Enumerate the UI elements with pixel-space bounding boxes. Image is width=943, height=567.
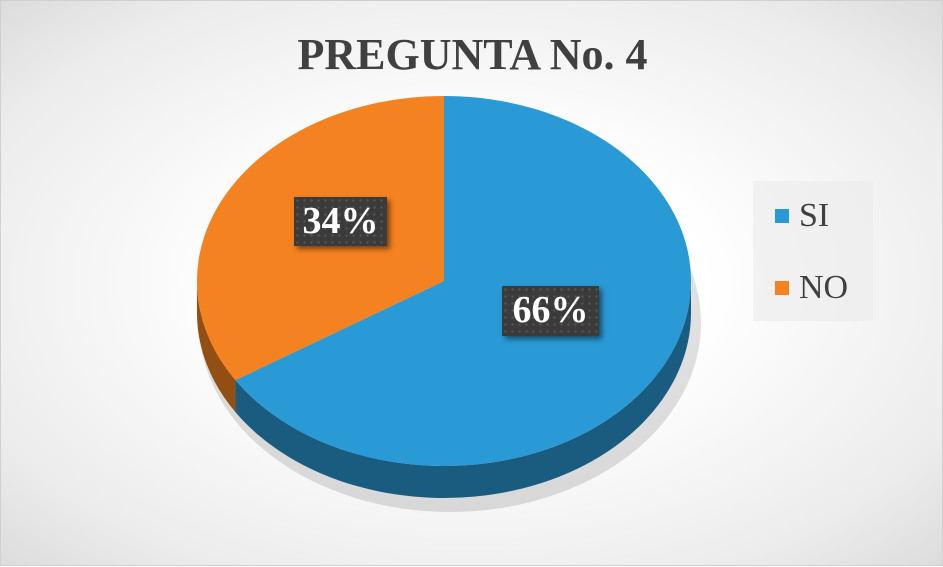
data-label-no: 34%	[294, 197, 387, 246]
pie-side-si	[235, 281, 692, 499]
pie-slice-si[interactable]	[235, 96, 692, 466]
legend-swatch-si	[775, 209, 789, 223]
legend: SI NO	[753, 181, 873, 321]
legend-item-si: SI	[775, 197, 829, 235]
legend-swatch-no	[775, 281, 789, 295]
data-label-si: 66%	[502, 286, 599, 336]
legend-item-no: NO	[775, 269, 848, 307]
pie-side-no	[197, 281, 236, 413]
legend-label-si: SI	[799, 197, 830, 234]
legend-label-no: NO	[799, 269, 849, 306]
chart-title: PREGUNTA No. 4	[297, 30, 648, 79]
